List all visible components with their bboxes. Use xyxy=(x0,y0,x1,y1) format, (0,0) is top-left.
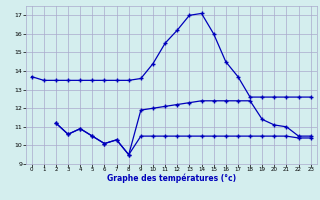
X-axis label: Graphe des températures (°c): Graphe des températures (°c) xyxy=(107,174,236,183)
